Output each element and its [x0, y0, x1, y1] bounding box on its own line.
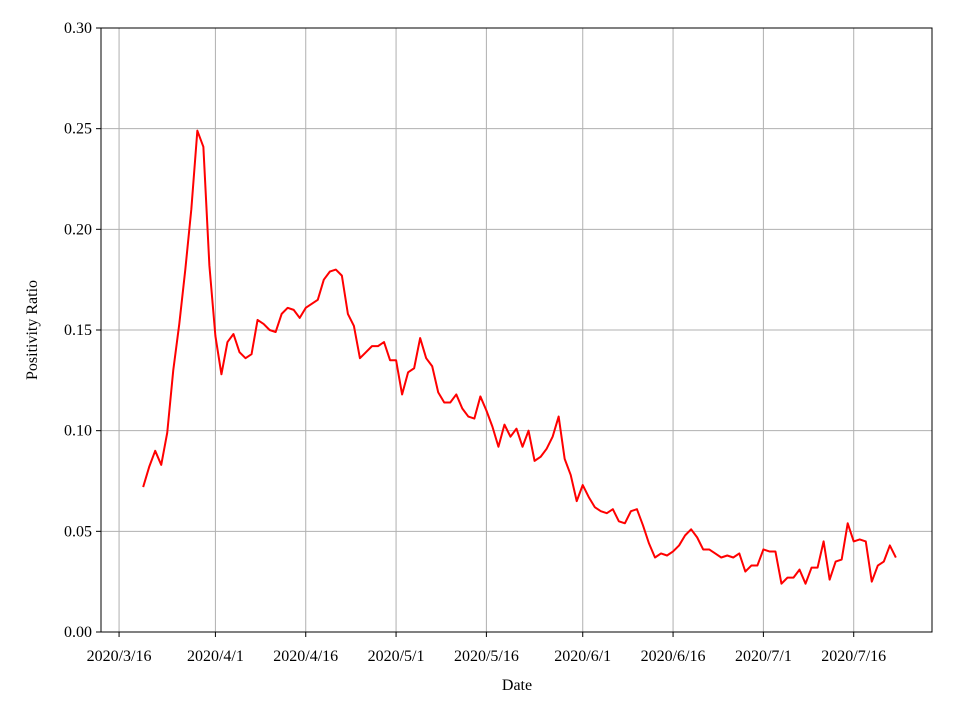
x-tick-label: 2020/4/1 [187, 648, 244, 665]
y-axis-label: Positivity Ratio [24, 280, 41, 380]
x-tick-label: 2020/4/16 [273, 648, 338, 665]
y-tick-label: 0.00 [64, 624, 92, 641]
y-tick-label: 0.05 [64, 523, 92, 540]
y-tick-label: 0.25 [64, 121, 92, 138]
y-tick-label: 0.10 [64, 423, 92, 440]
x-tick-label: 2020/5/16 [454, 648, 519, 665]
x-tick-label: 2020/7/1 [735, 648, 792, 665]
y-tick-label: 0.20 [64, 221, 92, 238]
x-tick-label: 2020/7/16 [821, 648, 886, 665]
y-tick-label: 0.15 [64, 322, 92, 339]
data-line [142, 129, 897, 585]
x-tick-label: 2020/6/1 [554, 648, 611, 665]
plot-frame [100, 27, 933, 633]
x-tick-label: 2020/5/1 [368, 648, 425, 665]
x-axis-label: Date [502, 677, 532, 694]
x-tick-label: 2020/3/16 [87, 648, 152, 665]
x-tick-label: 2020/6/16 [641, 648, 706, 665]
y-tick-label: 0.30 [64, 20, 92, 37]
